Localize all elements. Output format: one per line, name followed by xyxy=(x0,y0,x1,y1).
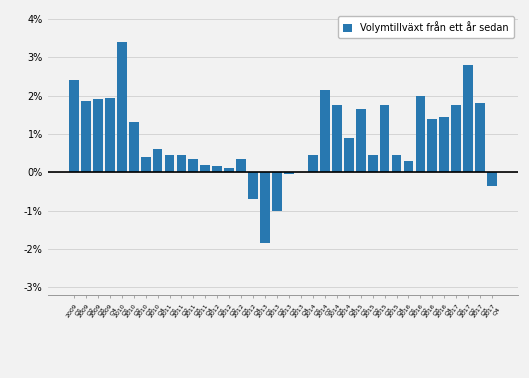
Bar xyxy=(248,172,258,199)
Bar xyxy=(260,172,270,243)
Bar xyxy=(165,155,175,172)
Bar xyxy=(188,159,198,172)
Bar xyxy=(344,138,353,172)
Bar xyxy=(475,103,485,172)
Bar xyxy=(356,109,366,172)
Bar xyxy=(117,42,126,172)
Bar xyxy=(451,105,461,172)
Bar xyxy=(415,96,425,172)
Bar xyxy=(129,122,139,172)
Bar xyxy=(177,155,186,172)
Bar xyxy=(427,119,437,172)
Bar xyxy=(391,155,402,172)
Bar xyxy=(236,159,246,172)
Bar xyxy=(368,155,378,172)
Bar xyxy=(463,65,473,172)
Bar xyxy=(320,90,330,172)
Bar xyxy=(272,172,282,211)
Bar xyxy=(284,172,294,174)
Bar xyxy=(105,98,115,172)
Bar xyxy=(308,155,318,172)
Bar xyxy=(141,157,151,172)
Bar xyxy=(332,105,342,172)
Bar xyxy=(93,99,103,172)
Bar xyxy=(380,105,389,172)
Bar xyxy=(404,161,413,172)
Bar xyxy=(213,166,222,172)
Bar xyxy=(440,117,449,172)
Bar xyxy=(487,172,497,186)
Bar xyxy=(200,164,210,172)
Legend: Volymtillväxt från ett år sedan: Volymtillväxt från ett år sedan xyxy=(338,16,514,38)
Bar xyxy=(224,169,234,172)
Bar xyxy=(69,80,79,172)
Bar xyxy=(153,149,162,172)
Bar xyxy=(81,101,91,172)
